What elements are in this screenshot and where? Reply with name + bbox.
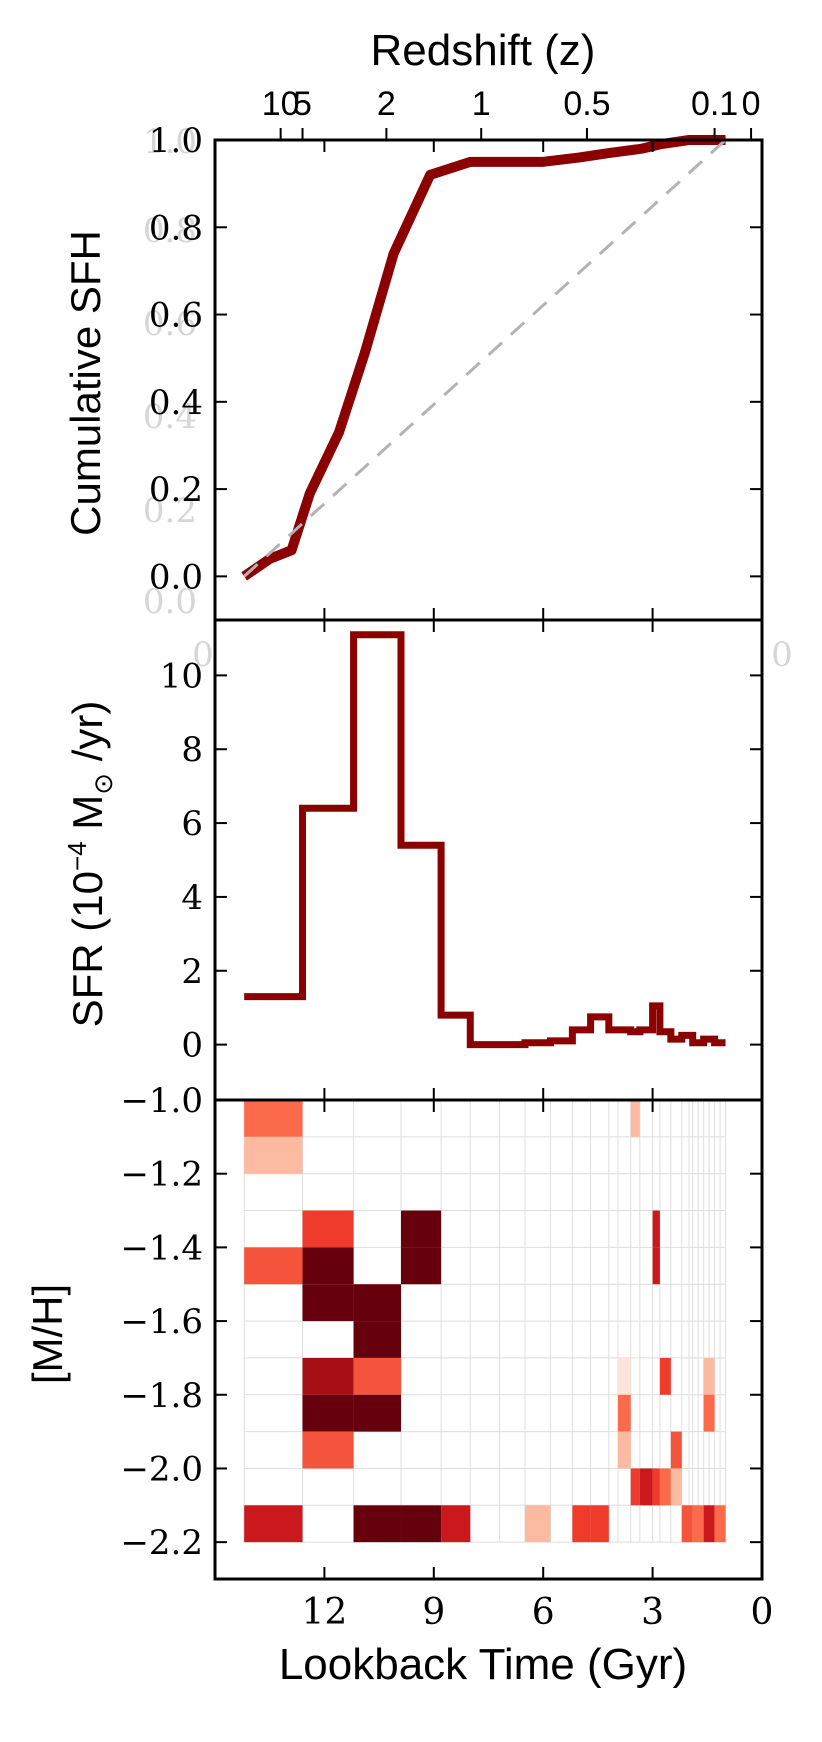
sfr-ytick-label: 0 — [181, 1026, 203, 1066]
cumulative-sfh-panel: 1.00.80.60.40.20.00 00.00.20.40.60.81.010… — [143, 85, 793, 675]
sfr-panel: 0 2 4 6 8 10 — [160, 618, 764, 1102]
cumulative-sfh-ytick-label: 0.4 — [149, 383, 203, 423]
heatmap-cell — [617, 1394, 631, 1432]
metallicity-frame — [213, 1098, 764, 1581]
heatmap-cell — [244, 1100, 303, 1137]
heatmap-cell — [302, 1284, 354, 1322]
heatmap-cell — [244, 1505, 303, 1543]
redshift-tick-label: 10 — [262, 85, 300, 123]
redshift-tick-label: 1 — [472, 85, 491, 123]
metallicity-ytick-label: −1.4 — [120, 1228, 203, 1268]
redshift-tick-label: 2 — [377, 85, 396, 123]
metallicity-heatmap-panel: −1.0 −1.2 −1.4 −1.6 −1.8 −2.0 −2.2 12 9 6 3 0 — [120, 1081, 773, 1633]
ghost-label: 0.4 — [143, 397, 197, 437]
sfr-step-line — [244, 631, 726, 1049]
cumulative-sfh-line — [241, 135, 726, 581]
cumulative-sfh-ytick-label: 0.6 — [149, 296, 203, 336]
metallicity-ytick-label: −2.2 — [120, 1523, 203, 1563]
heatmap-cell — [681, 1505, 693, 1543]
sfr-ytick-label: 2 — [181, 952, 203, 992]
cumulative-sfh-ylabel: Cumulative SFH — [62, 230, 109, 536]
metallicity-ytick-label: −1.2 — [120, 1155, 203, 1195]
heatmap-cell — [652, 1210, 660, 1248]
redshift-tick-label: 0.5 — [563, 85, 610, 123]
lookback-time-xlabel: Lookback Time (Gyr) — [279, 1640, 687, 1689]
heatmap-cell — [617, 1357, 631, 1395]
heatmap-cell — [652, 1247, 660, 1285]
heatmap-cell — [441, 1505, 471, 1543]
metallicity-ytick-label: −2.0 — [120, 1449, 203, 1489]
heatmap-cell — [302, 1394, 354, 1432]
heatmap-cell — [590, 1505, 609, 1543]
heatmap-cell — [353, 1284, 401, 1322]
heatmap-cell — [639, 1468, 653, 1506]
heatmap-cell — [524, 1505, 551, 1543]
metallicity-ytick-label: −1.6 — [120, 1302, 203, 1342]
lookback-xtick-label: 6 — [532, 1592, 555, 1633]
cumulative-sfh-ytick-label: 0.2 — [149, 470, 203, 510]
heatmap-cell — [703, 1505, 715, 1543]
heatmap-cell — [703, 1357, 715, 1395]
heatmap-cell — [670, 1431, 682, 1469]
redshift-tick-label: 5 — [293, 85, 312, 123]
heatmap-cell — [659, 1357, 671, 1395]
lookback-xtick-label: 3 — [641, 1592, 664, 1633]
heatmap-cell — [353, 1357, 401, 1395]
reference-line — [243, 138, 727, 578]
redshift-axis-title: Redshift (z) — [371, 26, 596, 75]
ghost-label: 0.6 — [143, 304, 197, 344]
cumulative-sfh-ytick-label: 0.0 — [149, 557, 203, 597]
heatmap-cell — [400, 1505, 442, 1543]
redshift-tick-label: 0 — [742, 85, 761, 123]
sfr-frame — [213, 618, 764, 1102]
metallicity-ytick-label: −1.0 — [120, 1081, 203, 1121]
heatmap-cell — [244, 1247, 303, 1285]
heatmap-cell — [630, 1100, 640, 1137]
lookback-xtick-label: 12 — [301, 1592, 347, 1633]
cumulative-sfh-ytick-label: 0.8 — [149, 208, 203, 248]
heatmap-cell — [400, 1247, 442, 1285]
ghost-label: 0.2 — [143, 491, 197, 531]
ghost-label: 0 — [771, 635, 793, 675]
heatmap-cell — [670, 1468, 682, 1506]
heatmap-cell — [302, 1357, 354, 1395]
heatmap-cell — [714, 1505, 726, 1543]
heatmap-cell — [400, 1210, 442, 1248]
heatmap-cell — [652, 1468, 660, 1506]
sfr-ytick-label: 6 — [181, 804, 203, 844]
sfr-ytick-label: 8 — [181, 730, 203, 770]
heatmap-cell — [353, 1321, 401, 1358]
sfr-ytick-label: 10 — [160, 656, 203, 696]
sfr-ylabel: SFR (10−4 M⊙ /yr) — [62, 701, 118, 1028]
heatmap-cell — [302, 1431, 354, 1469]
ghost-label: 0.8 — [143, 211, 197, 251]
heatmap-cell — [703, 1394, 715, 1432]
heatmap-cell — [302, 1210, 354, 1248]
heatmap-cell — [353, 1505, 401, 1543]
heatmap-cell — [692, 1505, 704, 1543]
redshift-tick-label: 0.1 — [691, 85, 738, 123]
heatmap-cell — [302, 1247, 354, 1285]
ghost-label: 0.0 — [143, 582, 197, 622]
cumulative-sfh-ytick-label: 1.0 — [149, 121, 203, 161]
sfr-ytick-label: 4 — [181, 878, 203, 918]
heatmap-cell — [244, 1136, 303, 1174]
heatmap-cell — [617, 1431, 631, 1469]
heatmap-cell — [572, 1505, 591, 1543]
lookback-xtick-label: 0 — [751, 1592, 774, 1633]
heatmap-cell — [353, 1394, 401, 1432]
heatmap-cell — [630, 1468, 640, 1506]
heatmap-cell — [659, 1468, 671, 1506]
metallicity-ylabel: [M/H] — [24, 1284, 71, 1384]
lookback-xtick-label: 9 — [422, 1592, 445, 1633]
ghost-label: 0 — [192, 635, 214, 675]
metallicity-ytick-label: −1.8 — [120, 1376, 203, 1416]
ghost-label: 1.0 — [143, 122, 197, 162]
